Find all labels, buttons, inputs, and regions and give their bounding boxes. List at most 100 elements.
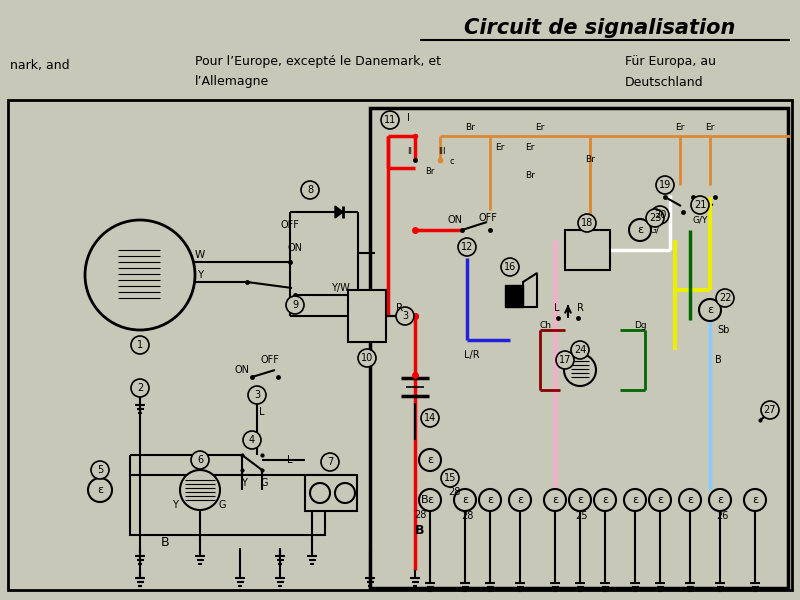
Circle shape [441, 469, 459, 487]
Circle shape [564, 354, 596, 386]
Text: Er: Er [526, 143, 534, 152]
Bar [8, 100, 792, 590]
Circle shape [649, 489, 671, 511]
Text: ON: ON [447, 215, 462, 225]
Text: G/: G/ [650, 226, 660, 235]
Circle shape [85, 220, 195, 330]
Text: 9: 9 [292, 300, 298, 310]
Text: 24: 24 [574, 345, 586, 355]
Circle shape [381, 111, 399, 129]
Circle shape [358, 349, 376, 367]
Text: III: III [438, 148, 446, 157]
Circle shape [544, 489, 566, 511]
Circle shape [93, 483, 107, 497]
Text: l’Allemagne: l’Allemagne [195, 76, 270, 88]
Text: R: R [397, 303, 403, 313]
Text: G/Y: G/Y [692, 215, 708, 224]
Text: 11: 11 [384, 115, 396, 125]
Text: 10: 10 [361, 353, 373, 363]
Text: Für Europa, au: Für Europa, au [625, 55, 716, 68]
Circle shape [646, 209, 664, 227]
Circle shape [88, 478, 112, 502]
Text: c: c [450, 157, 454, 166]
Circle shape [396, 307, 414, 325]
Circle shape [691, 196, 709, 214]
Text: Er: Er [495, 143, 505, 152]
Circle shape [458, 238, 476, 256]
Text: Y: Y [197, 270, 203, 280]
Circle shape [744, 489, 766, 511]
Text: ε: ε [632, 495, 638, 505]
Text: W: W [195, 250, 205, 260]
Bar [370, 108, 788, 588]
Text: nark, and: nark, and [10, 58, 70, 71]
Circle shape [131, 379, 149, 397]
Circle shape [761, 401, 779, 419]
Circle shape [578, 214, 596, 232]
Circle shape [716, 289, 734, 307]
Text: 6: 6 [197, 455, 203, 465]
Text: OFF: OFF [261, 355, 279, 365]
Bar [130, 475, 325, 535]
Text: 7: 7 [327, 457, 333, 467]
Text: Ch: Ch [539, 320, 551, 329]
Text: ε: ε [487, 495, 493, 505]
Text: Sb: Sb [718, 325, 730, 335]
Text: ε: ε [717, 495, 723, 505]
Text: 20: 20 [654, 210, 666, 220]
Text: 15: 15 [444, 473, 456, 483]
Text: 26: 26 [716, 511, 728, 521]
Text: ε: ε [427, 455, 433, 465]
Text: 28: 28 [414, 510, 426, 520]
Text: Br: Br [525, 170, 535, 179]
Text: B: B [161, 535, 170, 548]
Polygon shape [335, 206, 343, 218]
Text: 16: 16 [504, 262, 516, 272]
Text: 5: 5 [97, 465, 103, 475]
Text: G: G [260, 478, 268, 488]
Circle shape [248, 386, 266, 404]
Text: ON: ON [287, 243, 302, 253]
Circle shape [421, 409, 439, 427]
Text: Er: Er [675, 124, 685, 133]
Text: 2: 2 [137, 383, 143, 393]
Text: L: L [259, 407, 265, 417]
Circle shape [501, 258, 519, 276]
Text: ε: ε [657, 495, 663, 505]
Text: Y/W: Y/W [330, 283, 350, 293]
Text: OFF: OFF [478, 213, 498, 223]
Circle shape [424, 454, 436, 466]
Circle shape [180, 470, 220, 510]
Circle shape [286, 296, 304, 314]
Text: B: B [415, 523, 425, 536]
Text: Br: Br [426, 167, 434, 176]
Text: Er: Er [706, 124, 714, 133]
Circle shape [243, 431, 261, 449]
Text: 28: 28 [461, 511, 473, 521]
Circle shape [310, 483, 330, 503]
Text: Y: Y [241, 478, 247, 488]
Circle shape [624, 489, 646, 511]
Text: Br: Br [465, 124, 475, 133]
Text: II: II [407, 148, 412, 157]
Text: 3: 3 [402, 311, 408, 321]
Bar [305, 475, 357, 511]
Text: ε: ε [577, 495, 583, 505]
Circle shape [709, 489, 731, 511]
Text: Er: Er [535, 124, 545, 133]
Circle shape [131, 336, 149, 354]
Text: ε: ε [637, 225, 643, 235]
Text: ε: ε [517, 495, 523, 505]
Text: Circuit de signalisation: Circuit de signalisation [464, 18, 736, 38]
Text: ε: ε [602, 495, 608, 505]
Text: Deutschland: Deutschland [625, 76, 704, 88]
Circle shape [679, 489, 701, 511]
Bar [565, 230, 610, 270]
Circle shape [699, 299, 721, 321]
Text: 18: 18 [581, 218, 593, 228]
Text: 17: 17 [559, 355, 571, 365]
Text: ε: ε [707, 305, 713, 315]
Circle shape [556, 351, 574, 369]
Circle shape [509, 489, 531, 511]
Bar [505, 285, 523, 307]
